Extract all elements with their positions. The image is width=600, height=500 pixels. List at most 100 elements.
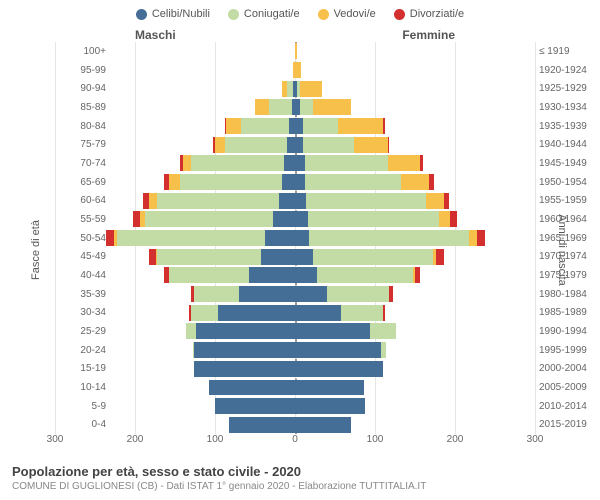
segment-co [186,323,196,339]
age-label: 55-59 [55,210,110,229]
female-bar [295,230,535,246]
segment-c [295,249,313,265]
segment-v [354,137,388,153]
segment-co [305,174,401,190]
pyramid-row [55,359,535,378]
age-labels: 100+95-9990-9485-8980-8475-7970-7465-696… [55,42,110,434]
female-bar [295,305,535,321]
segment-c [295,305,341,321]
age-label: 15-19 [55,359,110,378]
birth-label: 1990-1994 [535,322,600,341]
segment-v [469,230,477,246]
segment-c [295,137,303,153]
segment-co [303,118,338,134]
pyramid-row [55,266,535,285]
birth-label: 1945-1949 [535,154,600,173]
segment-c [273,211,295,227]
segment-co [381,342,386,358]
legend-swatch [136,9,147,20]
segment-co [309,230,469,246]
segment-d [450,211,456,227]
age-label: 85-89 [55,98,110,117]
legend-label: Divorziati/e [410,8,464,20]
segment-c [194,361,295,377]
pyramid-row [55,79,535,98]
female-bar [295,174,535,190]
age-label: 65-69 [55,173,110,192]
chart-title: Popolazione per età, sesso e stato civil… [12,464,588,479]
age-label: 70-74 [55,154,110,173]
segment-c [218,305,295,321]
segment-co [269,99,291,115]
segment-v [169,174,180,190]
birth-label: 1965-1969 [535,229,600,248]
x-tick: 100 [367,434,384,445]
female-bar [295,361,535,377]
segment-c [194,342,295,358]
pyramid-row [55,117,535,136]
female-bar [295,62,535,78]
legend-item: Vedovi/e [318,8,376,20]
chart-source: COMUNE DI GUGLIONESI (CB) - Dati ISTAT 1… [12,481,588,492]
age-label: 80-84 [55,117,110,136]
segment-co [306,193,426,209]
age-label: 45-49 [55,247,110,266]
female-bar [295,380,535,396]
pyramid-row [55,229,535,248]
female-bar [295,398,535,414]
segment-v [300,81,322,97]
segment-co [241,118,289,134]
age-label: 20-24 [55,341,110,360]
pyramid-row [55,397,535,416]
age-label: 30-34 [55,303,110,322]
segment-c [295,118,303,134]
age-label: 75-79 [55,135,110,154]
pyramid-rows [55,42,535,434]
segment-c [295,398,365,414]
female-bar [295,193,535,209]
segment-v [295,62,301,78]
pyramid-row [55,303,535,322]
plot-area: 100+95-9990-9485-8980-8475-7970-7465-696… [55,42,535,434]
female-bar [295,118,535,134]
birth-label: 1950-1954 [535,173,600,192]
female-title: Femmine [402,28,455,42]
segment-c [295,286,327,302]
segment-d [389,286,392,302]
segment-c [295,342,381,358]
pyramid-row [55,173,535,192]
segment-c [295,174,305,190]
birth-label: 1955-1959 [535,191,600,210]
segment-v [226,118,240,134]
legend-swatch [228,9,239,20]
segment-co [145,211,273,227]
segment-v [295,43,297,59]
female-bar [295,155,535,171]
pyramid-row [55,98,535,117]
segment-co [305,155,388,171]
segment-d [383,305,385,321]
male-title: Maschi [135,28,176,42]
footer: Popolazione per età, sesso e stato civil… [12,464,588,492]
segment-d [444,193,449,209]
x-tick: 300 [527,434,544,445]
legend-swatch [394,9,405,20]
segment-c [261,249,295,265]
age-label: 0-4 [55,415,110,434]
female-bar [295,286,535,302]
segment-v [426,193,444,209]
segment-d [429,174,434,190]
female-bar [295,267,535,283]
female-bar [295,323,535,339]
birth-label: 1980-1984 [535,285,600,304]
legend-label: Celibi/Nubili [152,8,210,20]
segment-c [229,417,295,433]
segment-d [415,267,420,283]
birth-label: 1940-1944 [535,135,600,154]
birth-label: 2005-2009 [535,378,600,397]
segment-co [117,230,264,246]
segment-v [338,118,383,134]
x-tick: 0 [292,434,298,445]
age-label: 25-29 [55,322,110,341]
birth-label: 1925-1929 [535,79,600,98]
